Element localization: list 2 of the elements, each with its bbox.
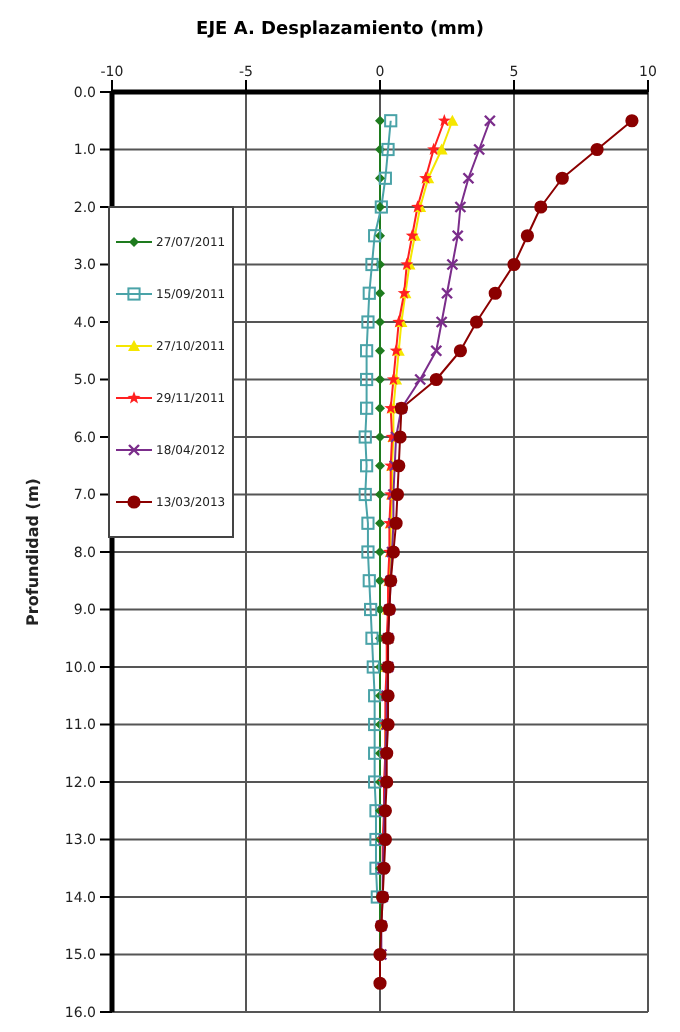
y-axis-title: Profundidad (m) [23, 478, 42, 626]
chart-title: EJE A. Desplazamiento (mm) [194, 18, 486, 44]
